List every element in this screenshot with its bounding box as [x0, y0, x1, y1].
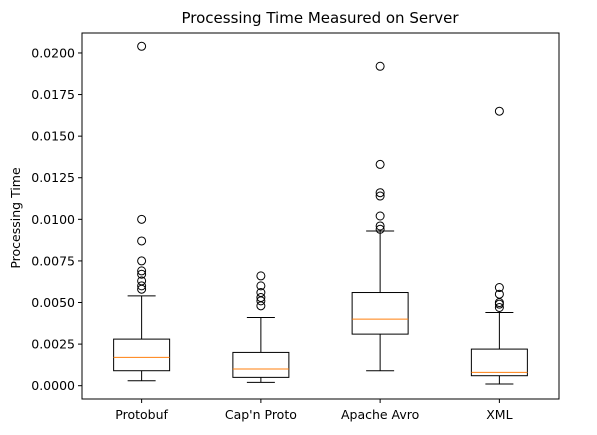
plot-frame	[81, 32, 560, 400]
outlier-point	[256, 288, 266, 298]
outlier-point	[137, 269, 147, 279]
iqr-box	[232, 351, 290, 378]
outlier-point	[256, 281, 266, 291]
outlier-point	[375, 188, 385, 198]
box-group-apache-avro	[351, 61, 409, 372]
outlier-point	[375, 221, 385, 231]
y-tick-label: 0.0100	[31, 212, 75, 227]
box-series	[113, 41, 528, 385]
y-tick-label: 0.0125	[31, 170, 75, 185]
y-tick-label: 0.0000	[31, 378, 75, 393]
outlier-point	[494, 283, 504, 293]
outlier-point	[137, 281, 147, 291]
outlier-point	[137, 41, 147, 51]
x-tick-label: XML	[486, 407, 512, 422]
outlier-point	[494, 303, 504, 312]
x-axis: Protobuf Cap'n Proto Apache Avro XML	[115, 399, 513, 422]
chart-title: Processing Time Measured on Server	[181, 9, 459, 27]
outlier-point	[494, 106, 504, 116]
box-group-protobuf	[113, 41, 171, 382]
y-tick-label: 0.0050	[31, 295, 75, 310]
outlier-point	[137, 214, 147, 224]
iqr-box	[113, 338, 171, 372]
outlier-point	[375, 224, 385, 234]
x-tick-label: Protobuf	[115, 407, 168, 422]
box-group-cap-n-proto	[232, 271, 290, 383]
y-tick-label: 0.0175	[31, 87, 75, 102]
x-tick-label: Cap'n Proto	[225, 407, 297, 422]
x-tick-label: Apache Avro	[341, 407, 419, 422]
outlier-point	[256, 293, 266, 303]
iqr-box	[470, 348, 528, 377]
outlier-point	[137, 276, 147, 286]
y-axis-label: Processing Time	[8, 167, 23, 269]
outlier-point	[137, 266, 147, 276]
y-axis: 0.0000 0.0025 0.0050 0.0075 0.0100 0.0125 0.01…	[31, 45, 82, 393]
outlier-point	[375, 61, 385, 71]
y-tick-label: 0.0075	[31, 253, 75, 268]
outlier-point	[494, 289, 504, 299]
outlier-point	[375, 211, 385, 221]
outlier-point	[256, 271, 266, 281]
outlier-point	[137, 236, 147, 246]
outlier-point	[375, 191, 385, 201]
outlier-point	[137, 256, 147, 266]
outlier-point	[375, 159, 385, 169]
y-tick-label: 0.0200	[31, 45, 75, 60]
iqr-box	[351, 292, 409, 335]
y-tick-label: 0.0025	[31, 337, 75, 352]
y-tick-label: 0.0150	[31, 129, 75, 144]
box-group-xml	[470, 106, 528, 385]
